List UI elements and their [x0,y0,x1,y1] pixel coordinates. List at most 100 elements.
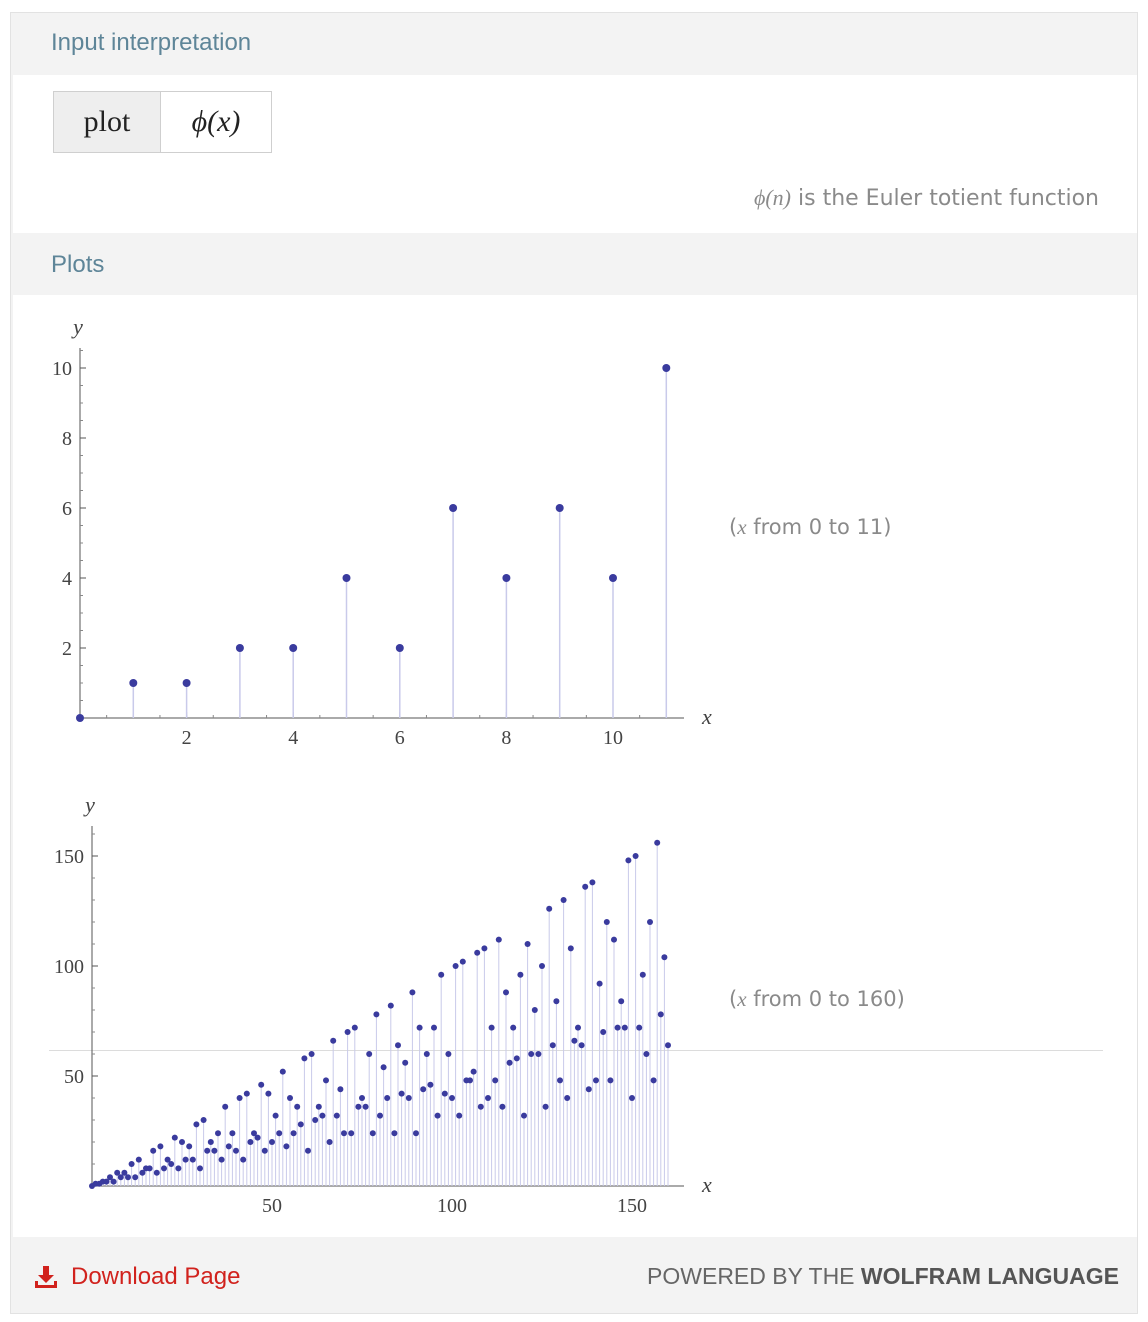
plot1-point [609,574,617,582]
plot2-point [557,1077,563,1084]
plot2-range: (x from 0 to 160) [729,987,905,1012]
plot1-point [342,574,351,582]
plot2-point [366,1051,373,1057]
totient-note: ϕ(n) is the Euler totient function [754,185,1099,211]
plot2-point [229,1130,236,1137]
plot2-point [377,1112,383,1119]
plot2-point [467,1077,473,1084]
plot2-point [567,945,574,952]
plot2-point [193,1121,200,1128]
plot2-point [636,1024,643,1031]
plot2-point [488,1024,495,1031]
plot2-point [121,1169,128,1176]
plot2-point [391,1130,398,1137]
plot2-point [539,963,545,969]
plot2-point [629,1095,635,1101]
input-cell-plot: plot [54,92,161,152]
plot1-x-tick-label: 2 [182,727,192,749]
plot2-y-tick-label: 150 [54,846,84,868]
plot2-point [251,1130,257,1137]
totient-note-text: is the Euler totient function [791,186,1099,211]
plot2-point [495,936,502,943]
plot2-point [585,1086,592,1093]
plot1-range: (x from 0 to 11) [729,515,891,540]
plot2-point [513,1055,520,1062]
plot2-point [571,1037,578,1044]
plot2-range-open: ( [729,987,738,1011]
plot2-point [639,971,646,978]
plot2-point [665,1042,671,1049]
plot2-y-tick-label: 100 [54,956,84,978]
plot2-point [528,1051,535,1057]
plot1-range-open: ( [729,515,738,539]
plot2-point [171,1134,178,1141]
plot2-point [427,1081,434,1088]
plot2-x-axis-label: x [701,1172,712,1197]
plot2-point [614,1024,621,1031]
plot2-point [434,1112,441,1119]
plot1-chart: 2 4 6 8 10 2 4 6 8 10 x y [52,314,712,749]
plot1-y-tick-label: 2 [62,638,72,660]
plot1-point [182,679,191,687]
plot2-point [560,897,567,903]
plot1-point [502,574,511,582]
plot2-point [445,1051,452,1057]
plot2-range-var: x [737,987,747,1011]
plot2-point [265,1090,272,1097]
plot2-point [132,1174,139,1181]
plot1-point [129,679,138,687]
plot2-x-tick-label: 100 [437,1195,467,1217]
plot2-point [611,936,617,943]
plot2-point [157,1143,164,1150]
plot2-point [384,1095,391,1101]
plot2-point [607,1077,614,1084]
plot2-point [305,1147,311,1154]
plot2-point [449,1095,455,1101]
plot2-point [503,989,509,996]
plot2-point [405,1095,412,1101]
plot2-point [625,857,632,864]
plot2-point [261,1147,268,1154]
plot2-point [546,905,553,912]
plot2-point [258,1081,265,1088]
plot2-point [553,998,560,1005]
plot2-point [575,1024,581,1031]
plot1-point [449,504,458,512]
plot1-point [235,644,244,652]
plot1-y-tick-label: 10 [52,358,72,380]
plot2-point [477,1103,484,1110]
plot2-y-tick-label: 50 [64,1066,84,1088]
plot2-point [416,1024,423,1031]
plot2-point [661,954,668,961]
plot2-point [168,1161,175,1167]
plot2-point [333,1112,340,1119]
plot2-point [596,980,603,987]
plot2-y-axis-label: y [83,792,95,817]
plot2-point [521,1112,527,1119]
plot1-x-tick-label: 10 [603,727,623,749]
plot2-point [535,1051,542,1057]
plot2-point [387,1002,394,1009]
download-page-link[interactable]: Download Page [33,1263,240,1291]
plot2-point [215,1130,221,1137]
plot2-point [128,1161,135,1167]
powered-by: POWERED BY THE WOLFRAM LANGUAGE [647,1263,1119,1290]
plot2-point [362,1103,369,1110]
plot2-point [603,919,610,925]
download-page-label: Download Page [71,1263,241,1290]
plot2-point [506,1059,513,1066]
plot2-point [161,1165,167,1172]
plot2-point [431,1024,437,1031]
plot2-x-tick-label: 150 [617,1195,647,1217]
plot2-point [114,1169,121,1176]
plot2-point [438,971,445,978]
plot2-point [409,989,416,996]
plot1-x-tick-label: 4 [288,727,298,749]
plot2-point [485,1095,491,1101]
plot2-point [593,1077,599,1084]
plot2-point [150,1147,157,1154]
powered-by-brand: WOLFRAM LANGUAGE [860,1263,1119,1289]
plot1-x-tick-label: 6 [395,727,405,749]
plot2-point [139,1169,146,1176]
plot2-point [175,1165,182,1172]
